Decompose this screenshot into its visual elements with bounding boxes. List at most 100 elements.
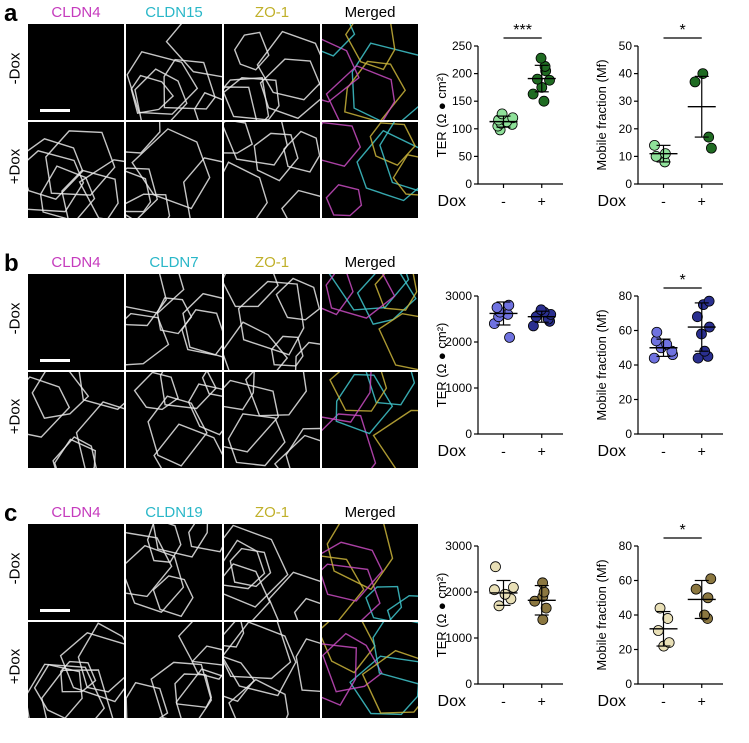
significance-label: * (680, 522, 686, 539)
x-tick-label: + (698, 443, 706, 459)
plot-b-ter: 0 1000 2000 3000 - + Dox TER (Ω ● cm²) (434, 268, 580, 473)
data-point (490, 561, 501, 573)
micrograph-c-cldn4-minus-dox (28, 524, 124, 620)
data-point (705, 573, 717, 585)
panel-letter-b: b (4, 250, 19, 277)
x-tick-label: + (538, 443, 546, 459)
data-point (692, 311, 703, 323)
y-axis-label: Mobile fraction (Mf) (594, 309, 609, 420)
y-tick-label: 0 (625, 177, 632, 191)
y-tick-label: 20 (619, 393, 633, 407)
data-point (689, 76, 701, 88)
micrograph-c-zo-1-plus-dox (224, 622, 320, 718)
y-axis-label: Mobile fraction (Mf) (594, 59, 609, 170)
data-point (702, 592, 714, 604)
micrograph-b-cldn4-minus-dox (28, 274, 124, 370)
y-tick-label: 50 (459, 149, 473, 163)
micrograph-a-cldn4-minus-dox (28, 24, 124, 120)
micrograph-c-cldn19-plus-dox (126, 622, 222, 718)
data-point (527, 88, 539, 100)
y-tick-label: 0 (625, 677, 632, 691)
y-tick-label: 150 (452, 94, 472, 108)
micrograph-b-cldn7-minus-dox (126, 274, 222, 370)
data-point (537, 577, 548, 589)
micrograph-a-merged-minus-dox (322, 24, 418, 120)
y-tick-label: 0 (465, 177, 472, 191)
data-point (507, 582, 519, 593)
y-tick-label: 40 (619, 67, 633, 81)
x-tick-label: + (698, 693, 706, 709)
channel-label-b-2: ZO-1 (254, 254, 290, 271)
y-tick-label: 3000 (445, 289, 472, 303)
y-tick-label: 50 (619, 39, 633, 53)
y-axis-label: TER (Ω ● cm²) (434, 73, 449, 158)
y-tick-label: 100 (452, 122, 472, 136)
x-tick-label: + (538, 193, 546, 209)
micrograph-b-merged-minus-dox (322, 274, 418, 370)
y-tick-label: 40 (619, 608, 633, 622)
micrograph-a-zo-1-plus-dox (224, 122, 320, 218)
y-tick-label: 2000 (445, 335, 472, 349)
data-point (499, 588, 511, 600)
data-point (535, 52, 547, 64)
micrograph-a-merged-plus-dox (322, 122, 418, 218)
data-point (663, 637, 675, 648)
channel-label-c-0: CLDN4 (51, 504, 101, 521)
channel-label-c-3: Merged (344, 504, 396, 521)
data-point (529, 595, 541, 607)
channel-label-c-1: CLDN19 (145, 504, 203, 521)
y-axis-label: TER (Ω ● cm²) (434, 323, 449, 408)
data-point (697, 68, 709, 79)
y-tick-label: 0 (465, 677, 472, 691)
y-axis-label: Mobile fraction (Mf) (594, 559, 609, 670)
data-point (496, 108, 508, 120)
data-point (537, 614, 549, 625)
data-point (705, 142, 717, 154)
y-tick-label: 3000 (445, 539, 472, 553)
scale-bar (40, 109, 70, 112)
y-tick-label: 80 (619, 289, 633, 303)
data-point (648, 352, 660, 364)
axis-lines (637, 46, 723, 185)
x-tick-label: - (501, 443, 506, 459)
y-tick-label: 20 (619, 122, 633, 136)
micrograph-a-cldn15-plus-dox (126, 122, 222, 218)
data-point (540, 602, 552, 614)
channel-label-b-3: Merged (344, 254, 396, 271)
channel-label-b-1: CLDN7 (149, 254, 199, 271)
data-point (538, 586, 550, 598)
data-point (654, 602, 666, 614)
data-point (703, 295, 715, 307)
micrograph-b-zo-1-plus-dox (224, 372, 320, 468)
x-axis-label: Dox (598, 443, 626, 460)
y-tick-label: 60 (619, 574, 633, 588)
y-tick-label: 2000 (445, 585, 472, 599)
data-point (504, 332, 515, 343)
data-point (507, 112, 519, 124)
x-tick-label: - (661, 443, 666, 459)
row-label-c-plus: +Dox (6, 648, 24, 685)
plot-a-ter: 0 50 100 150 200 250 - + Dox TER (Ω ● cm²) *** (434, 18, 580, 223)
data-point (538, 95, 550, 107)
row-label-b-plus: +Dox (6, 398, 24, 435)
micrograph-c-cldn19-minus-dox (126, 524, 222, 620)
channel-label-a-3: Merged (344, 4, 396, 21)
data-point (489, 584, 500, 596)
y-tick-label: 10 (619, 149, 633, 163)
micrograph-b-zo-1-minus-dox (224, 274, 320, 370)
data-point (651, 326, 663, 338)
micrograph-b-cldn4-plus-dox (28, 372, 124, 468)
micrograph-a-cldn15-minus-dox (126, 24, 222, 120)
row-label-b-minus: -Dox (6, 302, 24, 335)
y-tick-label: 0 (465, 427, 472, 441)
data-point (662, 613, 674, 624)
micrograph-a-zo-1-minus-dox (224, 24, 320, 120)
data-point (650, 150, 662, 162)
significance-label: * (680, 22, 686, 39)
row-label-a-plus: +Dox (6, 148, 24, 185)
row-label-a-minus: -Dox (6, 52, 24, 85)
y-axis-label: TER (Ω ● cm²) (434, 573, 449, 658)
x-axis-label: Dox (598, 193, 626, 210)
y-tick-label: 1000 (445, 381, 472, 395)
data-point (690, 583, 702, 595)
